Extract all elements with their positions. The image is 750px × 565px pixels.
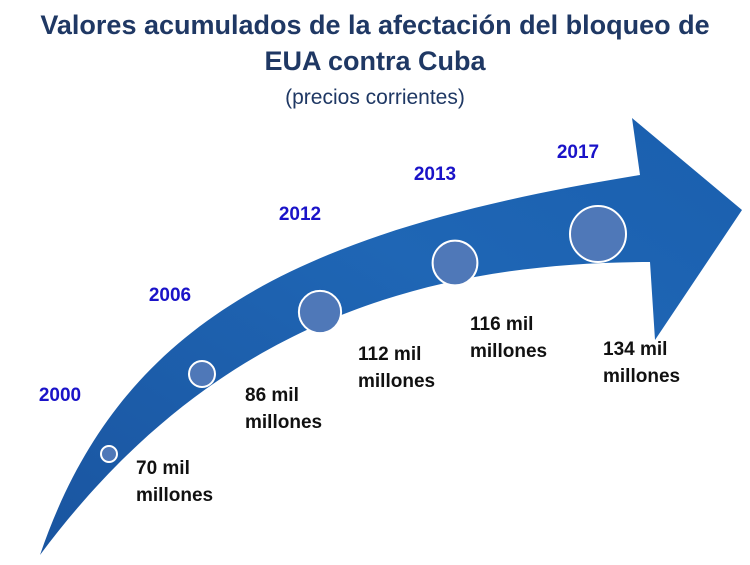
year-label-2013: 2013 — [414, 164, 456, 185]
value-label-line: 116 mil — [470, 314, 533, 335]
trend-arrow — [40, 118, 742, 555]
data-point-2013 — [431, 239, 479, 287]
chart-title-line1: Valores acumulados de la afectación del … — [40, 10, 710, 40]
year-label-2006: 2006 — [149, 285, 191, 306]
data-point-2017 — [569, 205, 627, 263]
chart-title-line2: EUA contra Cuba — [264, 46, 486, 76]
value-label-line: 112 mil — [358, 344, 421, 365]
value-label-line: 70 mil — [136, 458, 190, 479]
value-label-line: millones — [358, 371, 435, 392]
value-label-2000: 70 mil millones — [136, 458, 213, 506]
value-label-line: 134 mil — [603, 339, 667, 360]
value-label-line: 86 mil — [245, 385, 299, 406]
data-point-2006 — [188, 360, 216, 388]
chart-subtitle: (precios corrientes) — [285, 86, 465, 109]
value-label-line: millones — [136, 485, 213, 506]
data-markers — [100, 205, 627, 463]
year-label-2017: 2017 — [557, 142, 599, 163]
year-label-2000: 2000 — [39, 385, 81, 406]
year-label-2012: 2012 — [279, 204, 321, 225]
value-label-2013: 116 mil millones — [470, 314, 547, 362]
value-label-2012: 112 mil millones — [358, 344, 435, 392]
data-labels: 2000 70 mil millones 2006 86 mil millones 2012… — [39, 142, 680, 506]
value-label-line: millones — [245, 412, 322, 433]
value-label-2017: 134 mil millones — [603, 339, 680, 387]
value-label-line: millones — [470, 341, 547, 362]
value-label-line: millones — [603, 366, 680, 387]
data-point-2012 — [297, 289, 343, 335]
value-label-2006: 86 mil millones — [245, 385, 322, 433]
data-point-2000 — [100, 445, 118, 463]
